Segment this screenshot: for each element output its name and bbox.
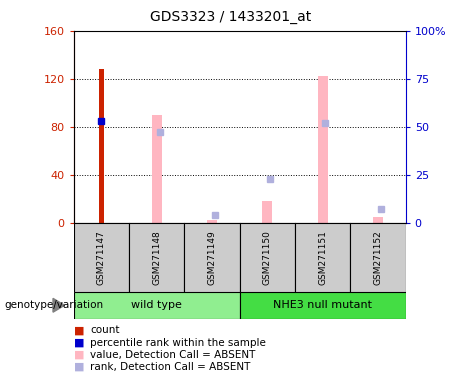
- Text: ■: ■: [74, 325, 84, 335]
- Text: ■: ■: [74, 338, 84, 348]
- Text: count: count: [90, 325, 119, 335]
- Bar: [295, 223, 350, 292]
- Text: ■: ■: [74, 362, 84, 372]
- Polygon shape: [53, 298, 65, 312]
- Bar: [74, 292, 240, 319]
- Text: GSM271149: GSM271149: [207, 230, 217, 285]
- Bar: [262, 201, 272, 223]
- Bar: [318, 76, 328, 223]
- Text: rank, Detection Call = ABSENT: rank, Detection Call = ABSENT: [90, 362, 250, 372]
- Bar: [152, 115, 162, 223]
- Text: percentile rank within the sample: percentile rank within the sample: [90, 338, 266, 348]
- Bar: [240, 292, 406, 319]
- Bar: [373, 217, 383, 223]
- Text: GSM271150: GSM271150: [263, 230, 272, 285]
- Text: genotype/variation: genotype/variation: [5, 300, 104, 310]
- Text: wild type: wild type: [131, 300, 182, 310]
- Text: GSM271152: GSM271152: [373, 230, 383, 285]
- Bar: [74, 223, 129, 292]
- Text: GSM271148: GSM271148: [152, 230, 161, 285]
- Bar: [240, 223, 295, 292]
- Bar: [207, 220, 217, 223]
- Bar: [184, 223, 240, 292]
- Bar: [350, 223, 406, 292]
- Bar: [129, 223, 184, 292]
- Text: GDS3323 / 1433201_at: GDS3323 / 1433201_at: [150, 10, 311, 23]
- Text: NHE3 null mutant: NHE3 null mutant: [273, 300, 372, 310]
- Text: GSM271151: GSM271151: [318, 230, 327, 285]
- Text: ■: ■: [74, 350, 84, 360]
- Bar: [99, 69, 104, 223]
- Text: GSM271147: GSM271147: [97, 230, 106, 285]
- Text: value, Detection Call = ABSENT: value, Detection Call = ABSENT: [90, 350, 255, 360]
